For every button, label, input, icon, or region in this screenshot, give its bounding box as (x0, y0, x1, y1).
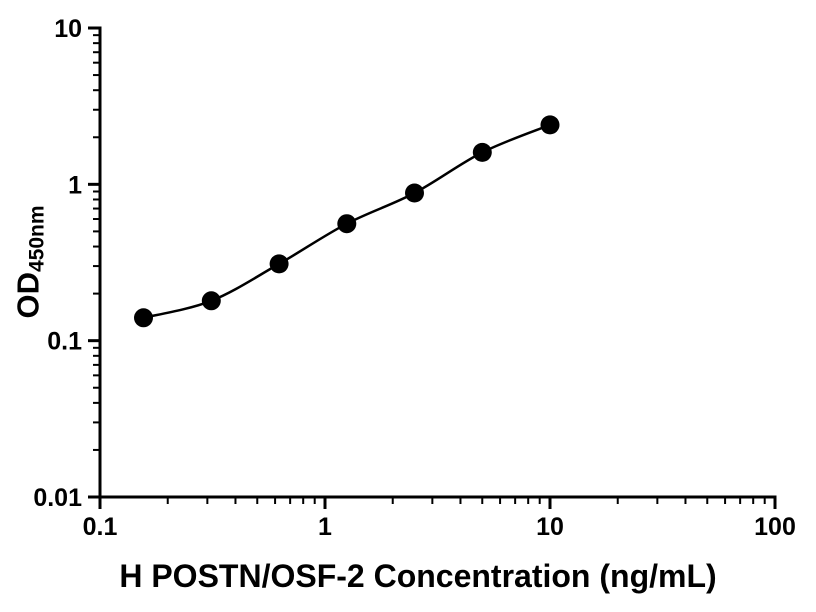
x-tick-label: 0.1 (83, 513, 118, 541)
y-tick-label: 0.01 (33, 484, 82, 512)
x-tick-label: 100 (754, 513, 796, 541)
data-point (405, 183, 424, 203)
y-tick-label: 0.1 (47, 328, 82, 356)
y-axis-title: OD450nm (11, 205, 50, 318)
x-tick-label: 10 (536, 513, 564, 541)
data-point (337, 214, 357, 234)
y-tick-label: 10 (54, 15, 82, 43)
x-tick-label: 1 (318, 513, 332, 541)
x-axis-title: H POSTN/OSF-2 Concentration (ng/mL) (119, 558, 717, 594)
axes (98, 26, 777, 499)
data-point (269, 254, 289, 274)
y-axis-title-subscript: 450nm (25, 205, 49, 273)
data-point (201, 291, 221, 311)
y-axis-title-main: OD (10, 272, 46, 319)
y-tick-label: 1 (68, 171, 82, 199)
data-point (134, 308, 153, 328)
data-point (472, 142, 492, 162)
data-point (540, 115, 560, 135)
